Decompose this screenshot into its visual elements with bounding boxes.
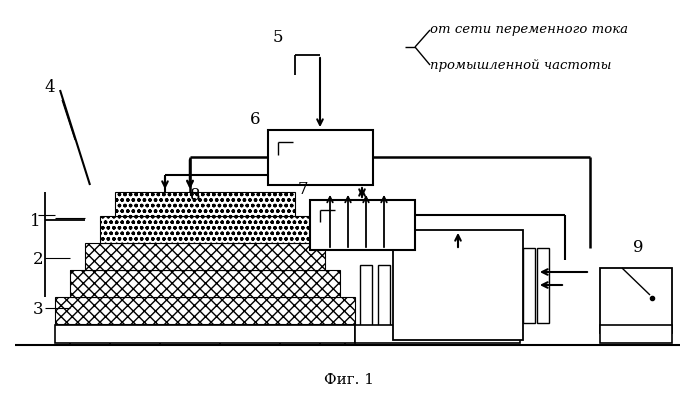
- Bar: [355, 325, 520, 343]
- Bar: [115, 192, 295, 216]
- Text: 4: 4: [45, 79, 55, 96]
- Bar: [100, 216, 310, 243]
- Bar: [378, 265, 390, 340]
- Bar: [85, 243, 325, 270]
- Bar: [85, 243, 325, 270]
- Text: 7: 7: [297, 181, 309, 199]
- Bar: [523, 248, 535, 323]
- Bar: [268, 130, 373, 185]
- Text: 1: 1: [30, 214, 40, 231]
- Text: 9: 9: [633, 239, 644, 256]
- Bar: [55, 297, 355, 324]
- Bar: [55, 297, 355, 324]
- Bar: [70, 270, 340, 297]
- Bar: [600, 268, 672, 333]
- Bar: [115, 192, 295, 216]
- Text: 6: 6: [250, 112, 260, 129]
- Text: промышленной частоты: промышленной частоты: [430, 58, 611, 71]
- Text: от сети переменного тока: от сети переменного тока: [430, 23, 628, 37]
- Bar: [55, 325, 355, 343]
- Bar: [393, 230, 523, 340]
- Text: 3: 3: [33, 301, 43, 318]
- Bar: [70, 270, 340, 297]
- Bar: [310, 200, 415, 250]
- Text: 5: 5: [273, 29, 283, 46]
- Text: 2: 2: [33, 251, 43, 268]
- Bar: [600, 325, 672, 343]
- Bar: [100, 216, 310, 243]
- Text: 8: 8: [190, 187, 200, 204]
- Text: Фиг. 1: Фиг. 1: [324, 373, 374, 387]
- Bar: [360, 265, 372, 340]
- Bar: [537, 248, 549, 323]
